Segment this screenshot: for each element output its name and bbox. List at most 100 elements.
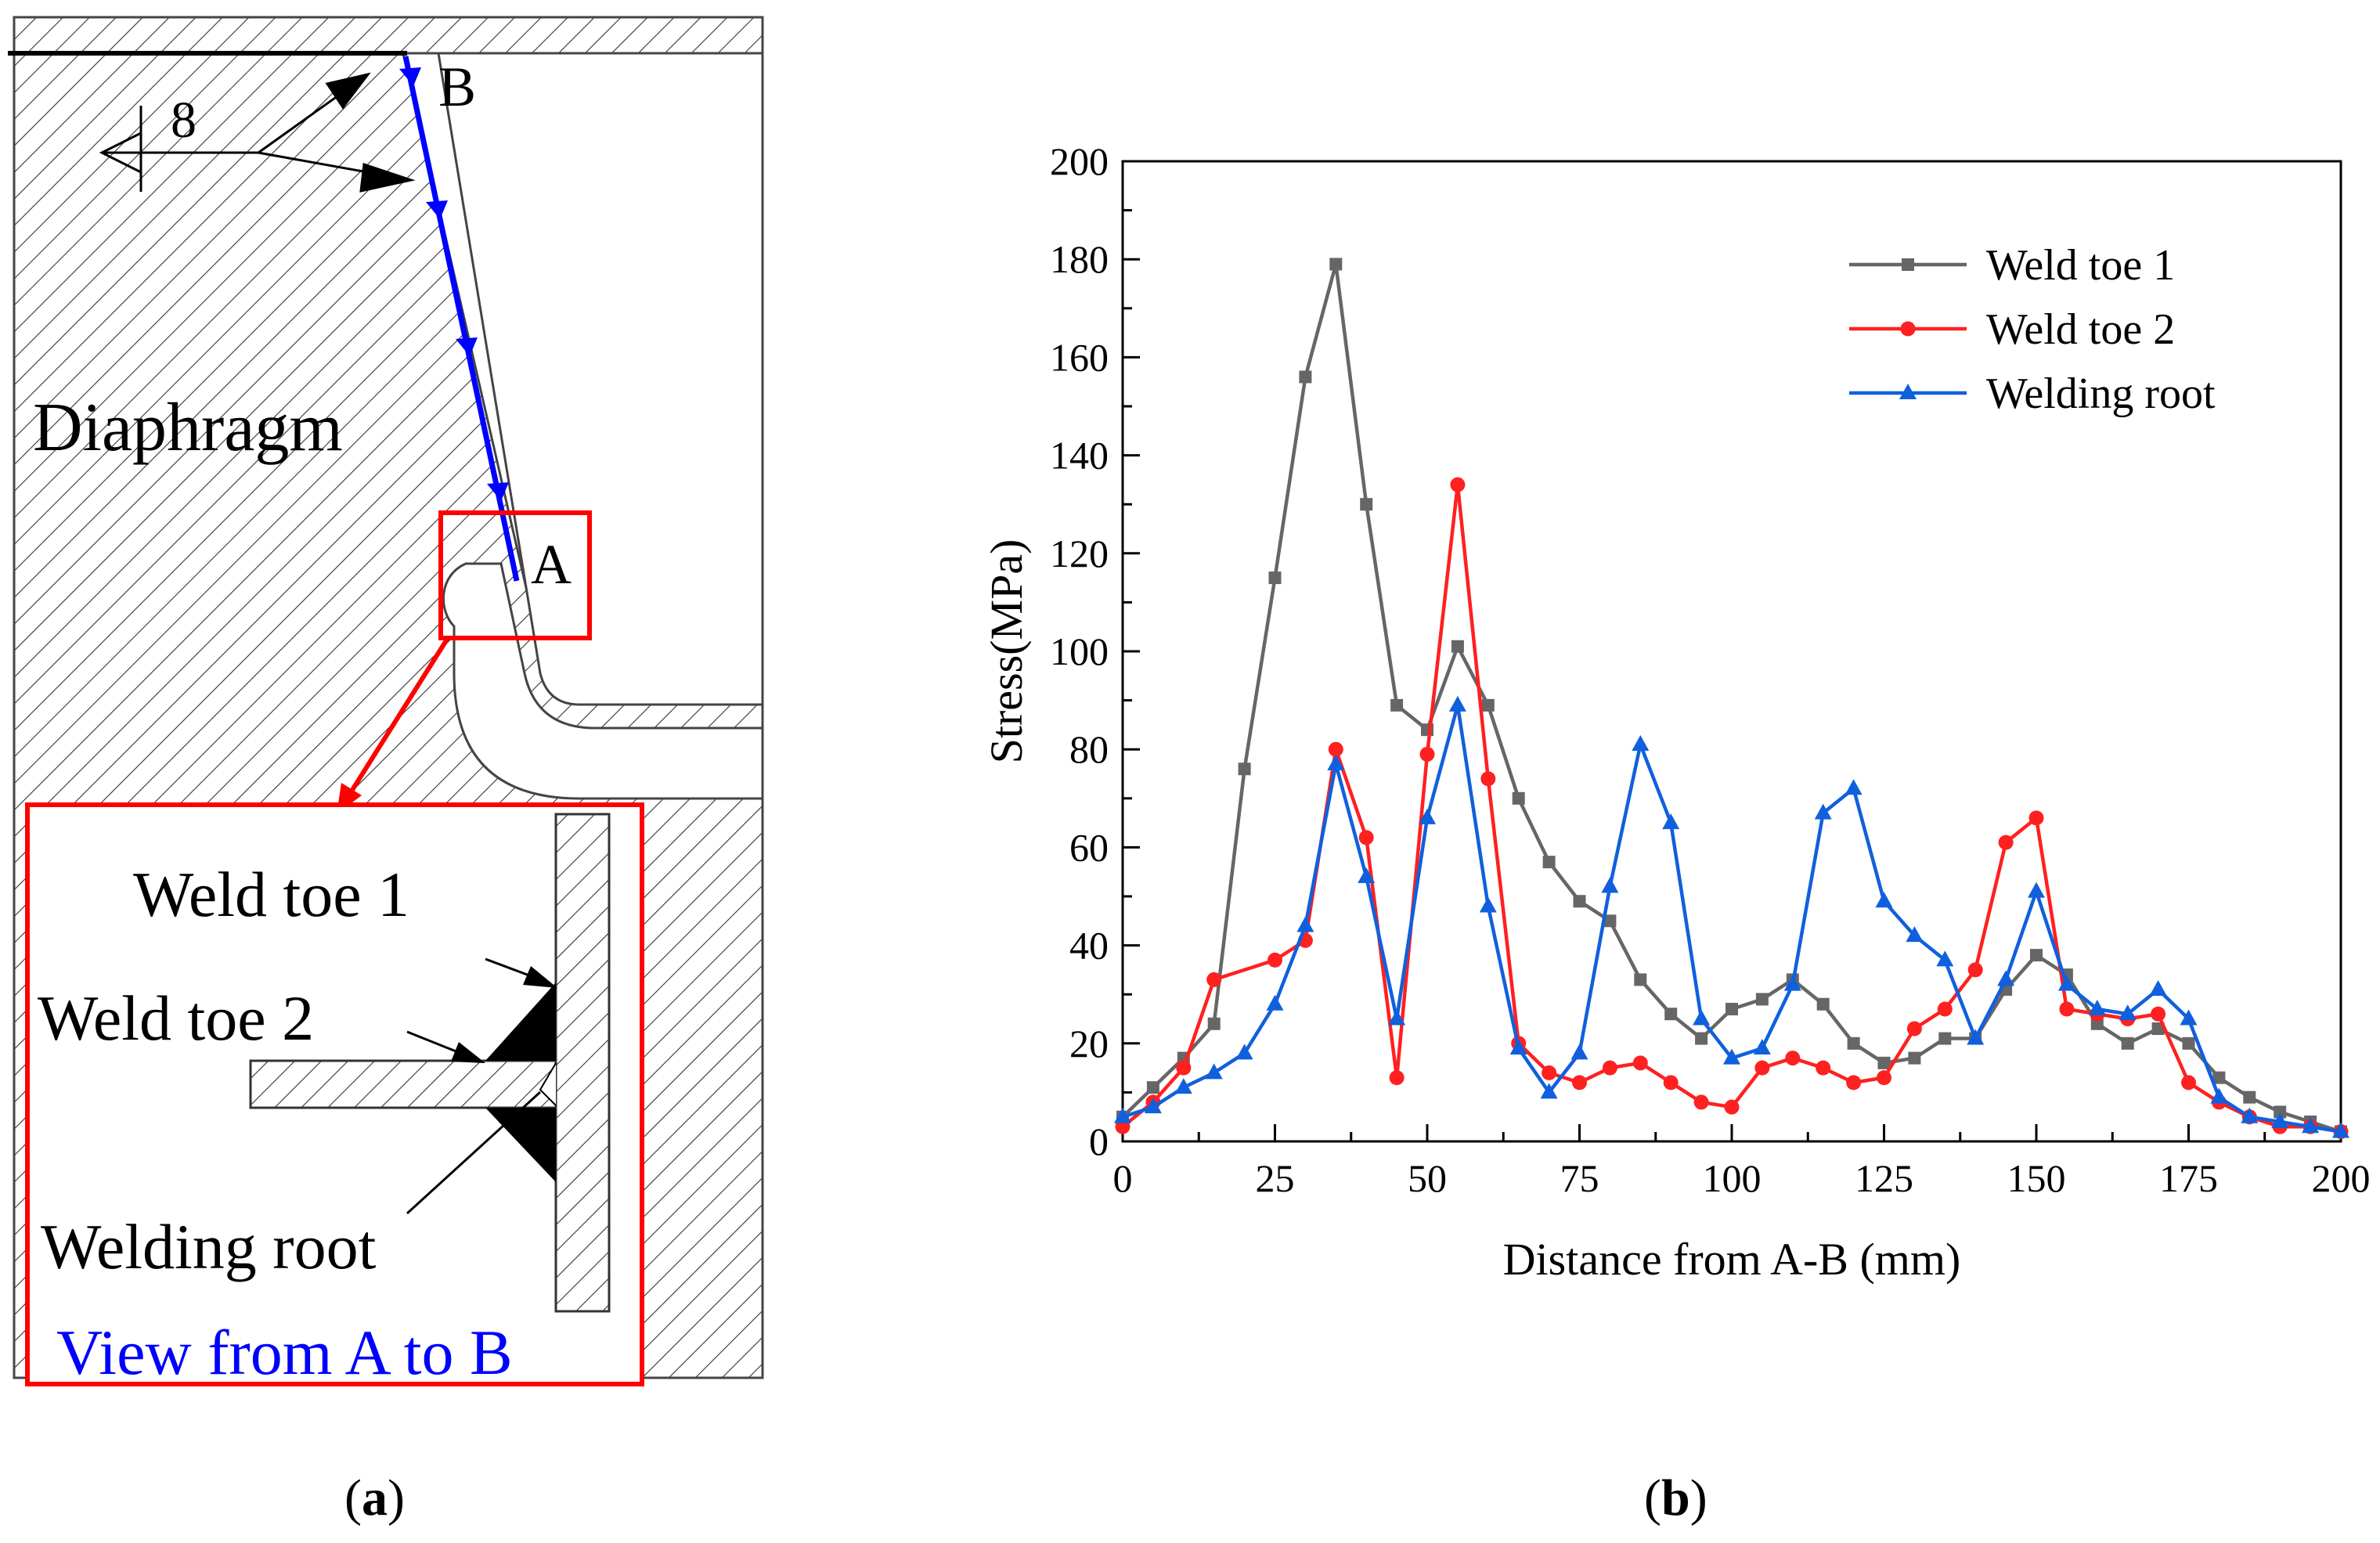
data-point [2302, 1117, 2320, 1134]
data-point [1451, 640, 1464, 653]
data-point [1235, 1044, 1253, 1060]
data-point [1266, 994, 1284, 1011]
series-layer [1114, 258, 2349, 1139]
data-point [2088, 999, 2106, 1015]
detail-plate [554, 813, 611, 1313]
legend-item: Weld toe 2 [1849, 305, 2175, 354]
data-point [1662, 813, 1680, 830]
data-point [1632, 1055, 1648, 1071]
data-point [1877, 1056, 1891, 1069]
x-tick-label: 200 [2312, 1156, 2371, 1200]
data-point [1144, 1098, 1162, 1114]
weld-toe-1-fillet [485, 982, 556, 1061]
data-point [2151, 1022, 2165, 1036]
welding-root-label: Welding root [41, 1211, 377, 1282]
panel-a: 8 B Diaphragm A Weld toe 1 Weld toe 2 We… [8, 16, 764, 1527]
data-point [1664, 1008, 1678, 1021]
data-point [1814, 803, 1832, 820]
legend-label: Weld toe 2 [1986, 305, 2175, 354]
x-tick-label: 150 [2007, 1156, 2066, 1200]
weld-size-label: 8 [171, 92, 197, 149]
data-point [1663, 1075, 1679, 1091]
path-arrowhead [426, 200, 448, 219]
data-point [2182, 1036, 2195, 1050]
path-arrowhead [456, 337, 478, 356]
data-point [1328, 741, 1343, 757]
data-point [1268, 571, 1282, 585]
y-axis-label: Stress(MPa) [981, 539, 1032, 764]
zoom-highlight-box [438, 510, 592, 640]
data-point [1205, 1063, 1223, 1080]
data-point [2028, 810, 2044, 826]
data-point [1603, 914, 1617, 928]
y-tick-label: 120 [1050, 532, 1109, 575]
legend-item: Welding root [1849, 370, 2216, 418]
data-point [1509, 1039, 1527, 1055]
caption-b: (b) [1644, 1469, 1707, 1527]
open-region [437, 52, 764, 706]
data-point [1908, 1051, 1921, 1065]
weld-gap [539, 1062, 557, 1106]
data-point [1726, 1002, 1738, 1015]
data-point [2243, 1091, 2256, 1104]
data-point [1695, 1032, 1708, 1045]
data-point [1268, 952, 1282, 968]
data-point [2059, 1001, 2075, 1017]
data-point [2057, 975, 2075, 991]
data-point [1602, 1060, 1617, 1076]
data-point [1967, 1029, 1985, 1045]
data-point [2119, 1004, 2137, 1021]
y-tick-label: 20 [1069, 1022, 1109, 1065]
series-weld-toe-2 [1115, 477, 2349, 1139]
data-point [1238, 762, 1251, 776]
data-point [1299, 370, 1312, 384]
data-point [1783, 975, 1801, 991]
data-point [1388, 1009, 1406, 1026]
caption-b-close: ) [1690, 1469, 1707, 1527]
x-tick-label: 0 [1113, 1156, 1133, 1200]
data-point [1480, 771, 1496, 787]
data-point [1540, 1083, 1558, 1099]
legend: Weld toe 1 Weld toe 2 Welding root [1849, 241, 2216, 418]
data-point [1329, 258, 1343, 271]
data-point [1754, 1060, 1770, 1076]
data-point [1512, 791, 1525, 805]
data-point [2212, 1071, 2226, 1084]
caption-b-letter: b [1661, 1469, 1690, 1527]
data-point [1693, 1094, 1709, 1110]
data-point [1570, 1044, 1588, 1060]
y-tick-label: 160 [1050, 335, 1109, 379]
y-tick-label: 80 [1069, 727, 1109, 771]
data-point [1785, 1051, 1801, 1066]
data-point [1114, 1107, 1131, 1123]
x-axis-label: Distance from A-B (mm) [1503, 1234, 1961, 1285]
data-point [1572, 1075, 1587, 1091]
legend-marker [1900, 321, 1916, 337]
data-point [1937, 1001, 1953, 1017]
data-point [2274, 1105, 2287, 1119]
data-point [2271, 1112, 2289, 1128]
legend-marker [1902, 258, 1914, 271]
data-point [1936, 950, 1954, 967]
caption-a-letter: a [362, 1469, 388, 1527]
data-point [1601, 877, 1619, 893]
legend-label: Weld toe 1 [1986, 241, 2175, 290]
label-a: A [531, 533, 572, 596]
data-point [1389, 1070, 1405, 1086]
weld-toe-2-arrowhead [451, 1042, 485, 1063]
data-point [1419, 746, 1435, 762]
data-point [1816, 997, 1830, 1011]
x-axis: 0 25 50 75 100 125 150 175 200 [1113, 1124, 2371, 1200]
welding-root-leader [406, 1091, 542, 1215]
data-point [1938, 1032, 1952, 1045]
data-point [1847, 1036, 1860, 1050]
path-arrowhead [399, 67, 421, 86]
top-plate [13, 16, 764, 55]
caption-a: (a) [344, 1469, 405, 1527]
data-point [2030, 949, 2043, 962]
weld-toe-1-arrowhead [523, 966, 557, 988]
data-point [2180, 1009, 2198, 1026]
y-tick-label: 40 [1069, 924, 1109, 968]
data-point [1450, 477, 1466, 492]
panel-b: 0 25 50 75 100 125 150 175 200 0 20 40 60 80 100 120 14… [981, 139, 2371, 1527]
